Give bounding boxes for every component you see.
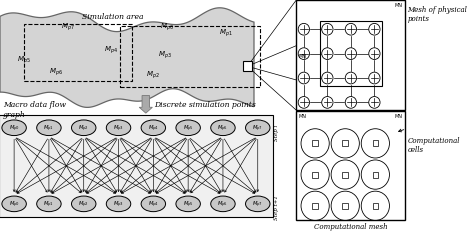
Circle shape [322,24,333,36]
Ellipse shape [246,120,270,136]
Text: $M_{p4}$: $M_{p4}$ [148,123,159,133]
Text: $M_{p0}$: $M_{p0}$ [9,123,19,133]
Text: MN: MN [298,114,306,119]
Ellipse shape [211,196,235,212]
Bar [312,141,318,147]
Text: Mesh of physical
points: Mesh of physical points [407,6,467,23]
Ellipse shape [36,196,61,212]
Text: $M_{p6}$: $M_{p6}$ [218,123,228,133]
Text: $M_{p7}$: $M_{p7}$ [61,21,74,33]
Ellipse shape [141,196,165,212]
Circle shape [322,49,333,60]
Bar [312,203,318,209]
Text: $M_{p4}$: $M_{p4}$ [148,199,159,209]
Circle shape [298,97,310,109]
Text: $M_{p3}$: $M_{p3}$ [113,123,124,133]
Bar [342,172,348,178]
Text: MN: MN [395,3,402,8]
Text: $M_{p2}$: $M_{p2}$ [146,69,159,81]
Text: Discrete simulation points: Discrete simulation points [154,101,256,109]
Circle shape [345,49,356,60]
Bar [373,203,378,209]
Bar [373,141,378,147]
Ellipse shape [72,196,96,212]
Circle shape [298,24,310,36]
Circle shape [369,49,380,60]
Text: $M_{p7}$: $M_{p7}$ [252,199,263,209]
Text: Step i: Step i [274,124,279,140]
FancyArrow shape [139,96,153,114]
Text: Computational mesh: Computational mesh [314,222,387,230]
Ellipse shape [106,196,131,212]
Bar [296,112,404,220]
Text: $M_{p0}$: $M_{p0}$ [161,21,174,33]
Text: Simulation area: Simulation area [82,12,144,21]
Text: $M_{p1}$: $M_{p1}$ [219,27,233,39]
Text: $M_{p7}$: $M_{p7}$ [252,123,263,133]
Ellipse shape [211,120,235,136]
Text: $M_{p5}$: $M_{p5}$ [17,55,31,66]
Bar [24,25,132,82]
Ellipse shape [2,196,27,212]
Ellipse shape [141,120,165,136]
Bar [312,172,318,178]
Text: $M_{p4}$: $M_{p4}$ [104,45,118,56]
Bar [342,203,348,209]
Bar [243,62,252,72]
Text: $M_{p5}$: $M_{p5}$ [182,199,193,209]
Text: $M_{p5}$: $M_{p5}$ [182,123,193,133]
Ellipse shape [106,120,131,136]
Ellipse shape [72,120,96,136]
Bar [296,1,404,111]
Bar [120,27,260,87]
Circle shape [298,73,310,85]
Text: $M_{p1}$: $M_{p1}$ [44,199,55,209]
Circle shape [369,24,380,36]
Ellipse shape [176,120,201,136]
Circle shape [322,97,333,109]
Polygon shape [0,9,254,108]
Text: $M_{p2}$: $M_{p2}$ [78,199,89,209]
Circle shape [298,49,310,60]
Text: $M_{p0}$: $M_{p0}$ [9,199,19,209]
Ellipse shape [36,120,61,136]
Ellipse shape [176,196,201,212]
Bar [373,172,378,178]
Text: $M_{p3}$: $M_{p3}$ [113,199,124,209]
Text: Step t+1: Step t+1 [274,194,279,219]
Text: Macro data flow
graph: Macro data flow graph [3,101,66,118]
Circle shape [369,97,380,109]
Circle shape [345,97,356,109]
Circle shape [369,73,380,85]
Circle shape [345,24,356,36]
Ellipse shape [2,120,27,136]
Text: $M_{p6}$: $M_{p6}$ [49,66,63,78]
Text: $M_{p3}$: $M_{p3}$ [158,50,172,61]
Circle shape [345,73,356,85]
Text: Computational
cells: Computational cells [407,136,460,153]
Bar [0,116,273,217]
Text: $M_{p1}$: $M_{p1}$ [44,123,55,133]
Circle shape [322,73,333,85]
Bar [342,141,348,147]
Text: $M_{p6}$: $M_{p6}$ [218,199,228,209]
Bar [320,22,382,86]
Text: MN: MN [395,114,402,119]
Ellipse shape [246,196,270,212]
Text: $M_{p2}$: $M_{p2}$ [78,123,89,133]
Text: MN: MN [298,53,306,58]
